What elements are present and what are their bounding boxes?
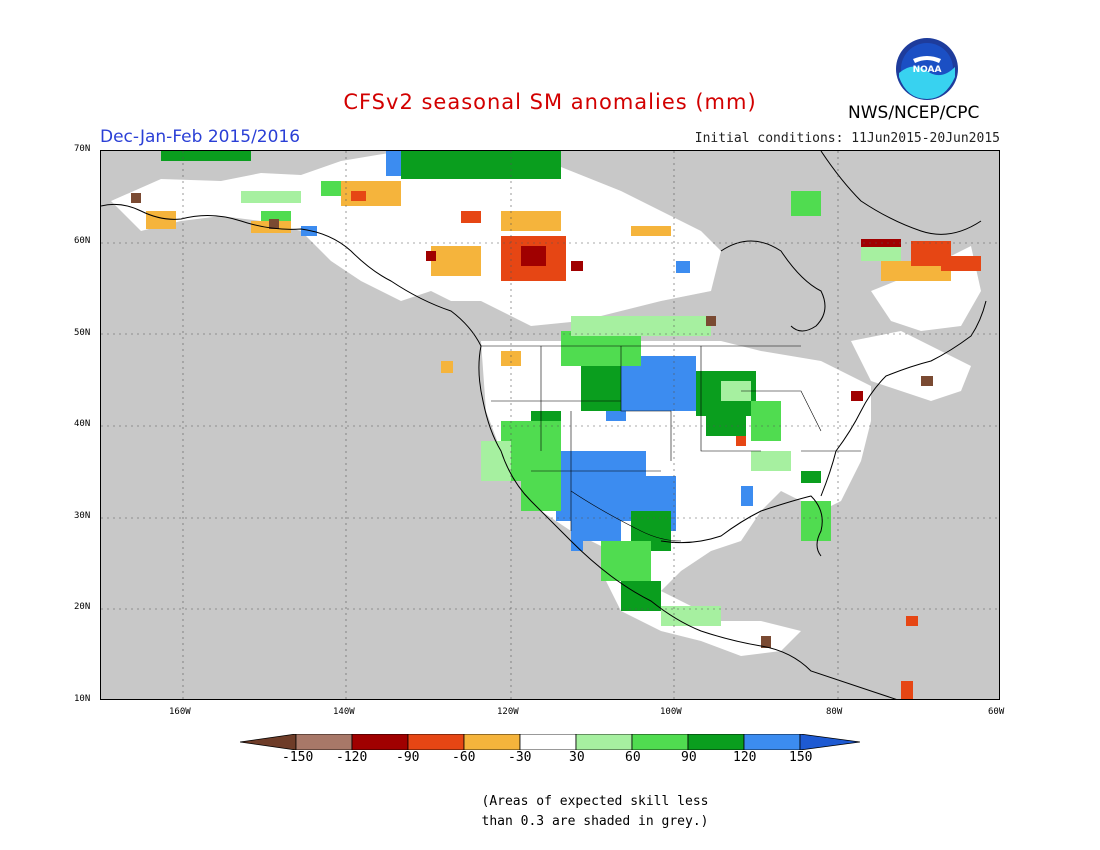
colorbar-swatch-60-30	[463, 734, 521, 750]
graticule	[101, 151, 999, 699]
colorbar-swatch-30-60	[575, 734, 633, 750]
season-label: Dec-Jan-Feb 2015/2016	[100, 127, 301, 147]
lat-label-70n: 70N	[74, 144, 91, 154]
colorbar-label-neg150: -150	[282, 750, 314, 765]
colorbar-label-neg60: -60	[452, 750, 476, 765]
political-borders	[481, 345, 861, 542]
colorbar	[240, 734, 860, 750]
colorbar-swatch-90-60	[407, 734, 465, 750]
lat-label-20n: 20N	[74, 602, 91, 612]
colorbar-swatch-60-90	[631, 734, 689, 750]
logo-text: NOAA	[913, 65, 942, 75]
colorbar-swatch-lt150	[240, 734, 297, 750]
wet-anomaly-30-60	[241, 191, 901, 626]
agency-label: NWS/NCEP/CPC	[848, 103, 980, 123]
wet-anomaly-120-150	[301, 151, 753, 551]
lat-label-40n: 40N	[74, 419, 91, 429]
lon-label-160w: 160W	[169, 707, 191, 717]
noaa-logo: NOAA	[896, 38, 958, 100]
skill-footnote: (Areas of expected skill less than 0.3 a…	[0, 792, 1100, 832]
colorbar-label-neg90: -90	[396, 750, 420, 765]
lat-label-50n: 50N	[74, 328, 91, 338]
lon-label-100w: 100W	[660, 707, 682, 717]
lon-label-80w: 80W	[826, 707, 843, 717]
lon-label-60w: 60W	[988, 707, 1005, 717]
colorbar-swatch-120-150	[743, 734, 801, 750]
colorbar-swatch-150-120	[295, 734, 353, 750]
lat-label-60n: 60N	[74, 236, 91, 246]
skill-footnote-line2: than 0.3 are shaded in grey.)	[481, 814, 709, 829]
map-canvas	[101, 151, 999, 699]
lat-label-10n: 10N	[74, 694, 91, 704]
colorbar-label-neg120: -120	[336, 750, 368, 765]
chart-title: CFSv2 seasonal SM anomalies (mm)	[343, 90, 757, 114]
colorbar-swatch-120-90	[351, 734, 409, 750]
initial-conditions-label: Initial conditions: 11Jun2015-20Jun2015	[694, 131, 1000, 146]
skill-footnote-line1: (Areas of expected skill less	[481, 794, 709, 809]
lon-label-140w: 140W	[333, 707, 355, 717]
dry-anomaly-below-150	[131, 193, 933, 648]
colorbar-label-120: 120	[733, 750, 757, 765]
colorbar-label-30: 30	[569, 750, 585, 765]
colorbar-label-60: 60	[625, 750, 641, 765]
colorbar-label-neg30: -30	[508, 750, 532, 765]
colorbar-label-90: 90	[681, 750, 697, 765]
anomaly-map	[100, 150, 1000, 700]
lat-label-30n: 30N	[74, 511, 91, 521]
colorbar-swatch-gt150	[799, 734, 860, 750]
colorbar-swatch-90-120	[687, 734, 745, 750]
lon-label-120w: 120W	[497, 707, 519, 717]
colorbar-label-150: 150	[789, 750, 813, 765]
colorbar-swatch-30-30	[519, 734, 577, 750]
